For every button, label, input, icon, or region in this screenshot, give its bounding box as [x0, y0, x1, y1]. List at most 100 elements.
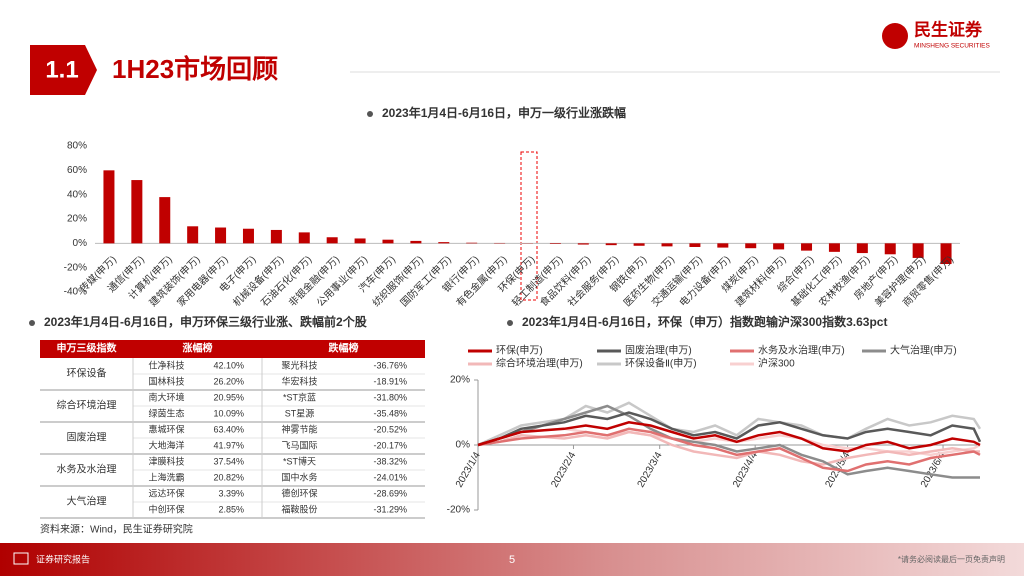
- table-value: -20.17%: [373, 440, 407, 450]
- table-value: 20.95%: [213, 392, 244, 402]
- series-line: [477, 411, 982, 447]
- table-value: -31.29%: [373, 504, 407, 514]
- table-value: 37.54%: [213, 456, 244, 466]
- table-value: 41.97%: [213, 440, 244, 450]
- page-number: 5: [509, 554, 515, 566]
- table-value: 10.09%: [213, 408, 244, 418]
- bar: [884, 243, 896, 255]
- series-line: [477, 430, 980, 466]
- table-value: -28.69%: [373, 488, 407, 498]
- y-tick-label: -20%: [447, 505, 470, 516]
- chart-title: 2023年1月4日-6月16日，申万一级行业涨跌幅: [382, 105, 626, 120]
- brand: 民生证券: [914, 19, 983, 39]
- table-value: -36.76%: [373, 360, 407, 370]
- legend-label: 水务及水治理(申万): [758, 344, 845, 357]
- y-tick-label: 40%: [67, 189, 87, 200]
- bar: [103, 170, 115, 244]
- footer-left: 证券研究报告: [36, 553, 90, 564]
- series-line: [477, 421, 981, 453]
- bar: [689, 243, 701, 247]
- table-stock: 南大环境: [148, 391, 184, 402]
- legend-label: 沪深300: [758, 357, 795, 370]
- y-tick-label: 80%: [67, 141, 87, 152]
- section-badge: [30, 45, 97, 95]
- bar: [382, 239, 394, 244]
- bullet: [29, 320, 35, 326]
- bar: [354, 238, 366, 244]
- table-stock: 飞马国际: [281, 440, 317, 450]
- table-value: 3.39%: [218, 488, 244, 498]
- bar: [856, 243, 868, 254]
- table-value: 63.40%: [213, 424, 244, 434]
- bar: [661, 243, 673, 247]
- table-value: 2.85%: [218, 504, 244, 514]
- table-title: 2023年1月4日-6月16日，申万环保三级行业涨、跌幅前2个股: [44, 314, 368, 329]
- table-stock: 聚光科技: [281, 359, 317, 370]
- table-group: 水务及水治理: [57, 463, 117, 476]
- table-header: 申万三级指数: [57, 342, 118, 355]
- table-value: -20.52%: [373, 424, 407, 434]
- bar: [577, 243, 589, 245]
- bullet: [367, 111, 373, 117]
- source: 资料来源：Wind，民生证券研究院: [40, 523, 193, 536]
- bar: [940, 243, 952, 265]
- table-stock: 绿茵生态: [148, 407, 184, 418]
- bar: [131, 180, 143, 244]
- brand-en: MINSHENG SECURITIES: [914, 43, 991, 50]
- bar: [828, 243, 840, 252]
- table-stock: 神雾节能: [281, 423, 317, 434]
- y-tick-label: 60%: [67, 165, 87, 176]
- table-value: -38.32%: [373, 456, 407, 466]
- slide-title: 1H23市场回顾: [112, 54, 278, 84]
- table-stock: 远达环保: [148, 487, 184, 498]
- y-tick-label: -40%: [64, 287, 87, 298]
- table-header: 涨幅榜: [183, 342, 213, 355]
- table-stock: 津膜科技: [148, 455, 184, 466]
- table-header-bg: [40, 340, 425, 358]
- series-line: [477, 404, 980, 479]
- table-value: -31.80%: [373, 392, 407, 402]
- table-group: 环保设备: [67, 367, 107, 380]
- bar: [605, 243, 617, 246]
- table-header: 跌幅榜: [329, 342, 359, 355]
- table-value: -18.91%: [373, 376, 407, 386]
- x-tick-label: 2023/1/4: [454, 450, 483, 490]
- bar: [801, 243, 813, 251]
- footer-bar: [0, 543, 1024, 576]
- table-stock: 仕净科技: [148, 359, 184, 370]
- legend-label: 大气治理(申万): [890, 344, 957, 357]
- bar: [410, 240, 422, 244]
- series-line: [477, 401, 982, 447]
- bar: [633, 243, 645, 246]
- table-stock: 大地海洋: [148, 439, 184, 450]
- table-stock: 惠城环保: [148, 423, 184, 434]
- table-stock: 上海洗霸: [148, 471, 184, 482]
- footer-right: *请务必阅读最后一页免责声明: [898, 554, 1005, 564]
- bar: [298, 232, 310, 244]
- bar: [717, 243, 729, 248]
- table-stock: 中创环保: [148, 503, 184, 514]
- highlight-box: [520, 151, 538, 301]
- table-value: -35.48%: [373, 408, 407, 418]
- section-number: 1.1: [45, 56, 78, 83]
- legend-label: 环保(申万): [496, 344, 543, 357]
- table-stock: 国中水务: [281, 471, 317, 482]
- legend-label: 固废治理(申万): [625, 344, 692, 357]
- legend-label: 综合环境治理(申万): [496, 357, 583, 370]
- bar: [745, 243, 757, 249]
- bar: [912, 243, 924, 258]
- table-value: 26.20%: [213, 376, 244, 386]
- table-stock: 国林科技: [148, 375, 184, 386]
- bar: [549, 243, 561, 244]
- bullet: [507, 320, 513, 326]
- bar: [326, 237, 338, 244]
- series-line: [477, 427, 981, 473]
- y-tick-label: 0%: [456, 440, 471, 451]
- table-value: 42.10%: [213, 360, 244, 370]
- table-stock: *ST博天: [283, 455, 316, 466]
- bar: [215, 227, 227, 244]
- bar: [438, 242, 450, 244]
- table-stock: 德创环保: [281, 487, 317, 498]
- bar: [187, 226, 199, 244]
